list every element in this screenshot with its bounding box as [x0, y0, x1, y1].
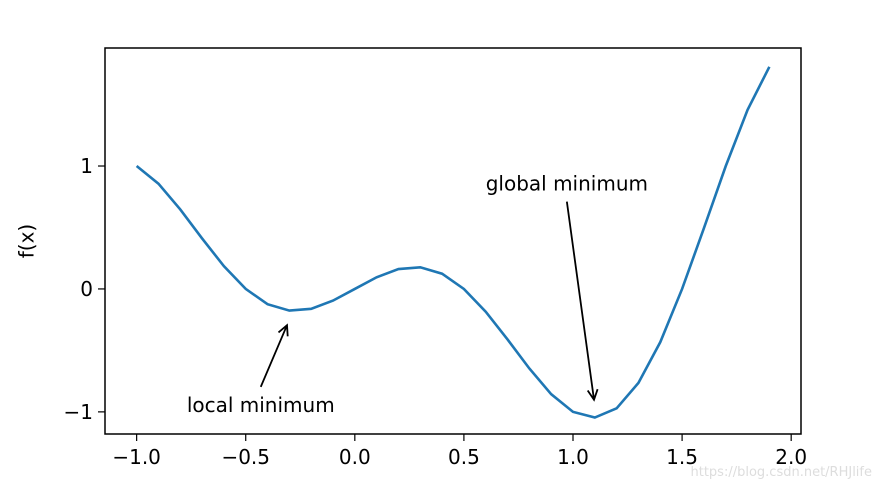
x-tick-label: 1.0 [557, 445, 589, 469]
x-tick-label: 2.0 [775, 445, 807, 469]
plot-frame [104, 47, 802, 435]
watermark: https://blog.csdn.net/RHJlife [691, 465, 873, 480]
y-axis-label: f(x) [15, 224, 39, 258]
y-tick-label: −1 [64, 400, 93, 424]
x-tick-label: 1.5 [666, 445, 698, 469]
y-tick-label: 0 [80, 277, 93, 301]
y-tick-label: 1 [80, 154, 93, 178]
x-tick-label: 0.0 [339, 445, 371, 469]
x-tick-label: −0.5 [221, 445, 270, 469]
annotation-arrow [565, 201, 599, 402]
annotation-text: local minimum [187, 393, 335, 417]
x-tick-label: 0.5 [448, 445, 480, 469]
line [135, 66, 771, 419]
annotation-arrow [259, 323, 289, 388]
annotation-text: global minimum [486, 172, 648, 196]
x-tick-label: −1.0 [112, 445, 161, 469]
